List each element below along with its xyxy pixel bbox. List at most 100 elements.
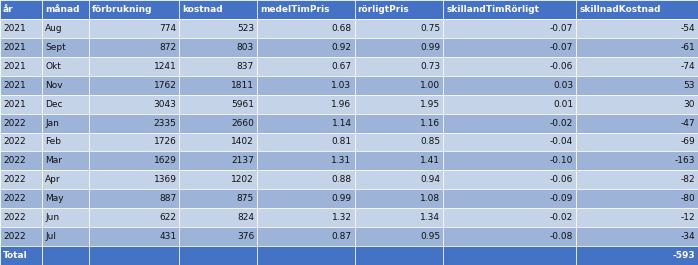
Bar: [355, 170, 443, 189]
Bar: [576, 132, 698, 151]
Bar: [576, 38, 698, 57]
Text: -0.10: -0.10: [550, 156, 573, 165]
Bar: [257, 132, 355, 151]
Bar: [42, 76, 89, 95]
Bar: [179, 114, 257, 132]
Text: Apr: Apr: [45, 175, 61, 184]
Bar: [179, 151, 257, 170]
Text: 1.16: 1.16: [420, 118, 440, 127]
Bar: [42, 95, 89, 114]
Bar: [355, 114, 443, 132]
Bar: [355, 0, 443, 19]
Bar: [0, 151, 42, 170]
Text: 0.99: 0.99: [420, 43, 440, 52]
Text: Jan: Jan: [45, 118, 59, 127]
Bar: [355, 19, 443, 38]
Text: 0.73: 0.73: [420, 62, 440, 71]
Bar: [42, 114, 89, 132]
Bar: [257, 19, 355, 38]
Text: 1.14: 1.14: [332, 118, 352, 127]
Text: 0.85: 0.85: [420, 138, 440, 147]
Bar: [179, 57, 257, 76]
Text: 887: 887: [159, 194, 177, 203]
Text: -80: -80: [681, 194, 695, 203]
Bar: [257, 38, 355, 57]
Text: 0.68: 0.68: [332, 24, 352, 33]
Bar: [576, 95, 698, 114]
Bar: [89, 151, 179, 170]
Text: Mar: Mar: [45, 156, 62, 165]
Bar: [443, 0, 576, 19]
Bar: [89, 57, 179, 76]
Bar: [0, 0, 42, 19]
Text: 2021: 2021: [3, 81, 26, 90]
Text: 0.92: 0.92: [332, 43, 352, 52]
Bar: [576, 76, 698, 95]
Text: 622: 622: [159, 213, 177, 222]
Bar: [443, 76, 576, 95]
Bar: [443, 132, 576, 151]
Text: 1.08: 1.08: [420, 194, 440, 203]
Bar: [0, 170, 42, 189]
Bar: [42, 170, 89, 189]
Bar: [257, 76, 355, 95]
Bar: [0, 208, 42, 227]
Bar: [179, 132, 257, 151]
Text: -0.07: -0.07: [550, 24, 573, 33]
Bar: [42, 227, 89, 246]
Text: 1.96: 1.96: [332, 100, 352, 109]
Text: -0.02: -0.02: [550, 118, 573, 127]
Bar: [179, 246, 257, 265]
Bar: [257, 189, 355, 208]
Bar: [257, 0, 355, 19]
Bar: [257, 208, 355, 227]
Text: -0.07: -0.07: [550, 43, 573, 52]
Text: Total: Total: [3, 251, 28, 260]
Text: 2021: 2021: [3, 24, 26, 33]
Text: år: år: [3, 5, 14, 14]
Text: -593: -593: [672, 251, 695, 260]
Bar: [443, 95, 576, 114]
Text: 53: 53: [683, 81, 695, 90]
Text: 2335: 2335: [154, 118, 177, 127]
Bar: [443, 246, 576, 265]
Text: -34: -34: [681, 232, 695, 241]
Text: 774: 774: [159, 24, 177, 33]
Bar: [89, 227, 179, 246]
Bar: [576, 57, 698, 76]
Bar: [89, 38, 179, 57]
Bar: [0, 227, 42, 246]
Bar: [179, 95, 257, 114]
Text: 2022: 2022: [3, 118, 26, 127]
Bar: [443, 189, 576, 208]
Bar: [355, 57, 443, 76]
Text: 1.31: 1.31: [332, 156, 352, 165]
Text: -0.06: -0.06: [550, 175, 573, 184]
Text: Nov: Nov: [45, 81, 63, 90]
Bar: [576, 170, 698, 189]
Bar: [355, 227, 443, 246]
Text: 1202: 1202: [231, 175, 254, 184]
Text: 0.75: 0.75: [420, 24, 440, 33]
Text: -82: -82: [681, 175, 695, 184]
Text: -0.08: -0.08: [550, 232, 573, 241]
Bar: [89, 19, 179, 38]
Text: 0.88: 0.88: [332, 175, 352, 184]
Text: 0.99: 0.99: [332, 194, 352, 203]
Text: -0.02: -0.02: [550, 213, 573, 222]
Bar: [42, 57, 89, 76]
Text: 837: 837: [237, 62, 254, 71]
Text: 1369: 1369: [154, 175, 177, 184]
Text: kostnad: kostnad: [182, 5, 223, 14]
Text: 1.34: 1.34: [420, 213, 440, 222]
Bar: [0, 132, 42, 151]
Bar: [179, 0, 257, 19]
Bar: [257, 114, 355, 132]
Bar: [179, 189, 257, 208]
Text: -0.09: -0.09: [550, 194, 573, 203]
Bar: [179, 38, 257, 57]
Bar: [0, 189, 42, 208]
Text: 1.95: 1.95: [420, 100, 440, 109]
Text: 2022: 2022: [3, 175, 26, 184]
Text: 2022: 2022: [3, 194, 26, 203]
